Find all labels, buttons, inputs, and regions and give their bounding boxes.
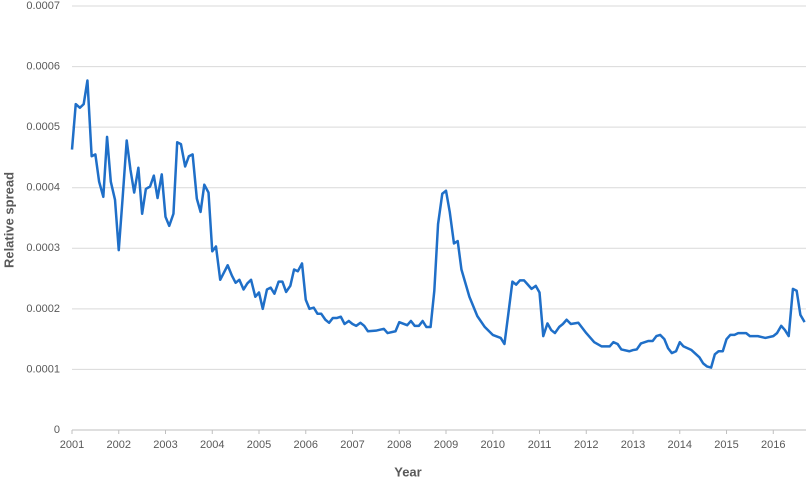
- data-line: [70, 79, 806, 369]
- y-tick-label: 0.0007: [26, 0, 60, 12]
- x-tick-label: 2005: [247, 439, 271, 451]
- y-tick-label: 0: [54, 424, 60, 436]
- y-tick-label: 0.0001: [26, 363, 60, 375]
- x-tick-label: 2004: [200, 439, 224, 451]
- y-tick-label: 0.0005: [26, 121, 60, 133]
- x-tick-label: 2012: [574, 439, 598, 451]
- x-tick-label: 2016: [761, 439, 785, 451]
- x-tick-label: 2003: [153, 439, 177, 451]
- x-tick-label: 2007: [340, 439, 364, 451]
- x-tick-label: 2015: [714, 439, 738, 451]
- y-tick-label: 0.0002: [26, 303, 60, 315]
- y-tick-label: 0.0004: [26, 182, 60, 194]
- y-axis-title: Relative spread: [1, 172, 16, 268]
- x-tick-label: 2006: [294, 439, 318, 451]
- x-tick-label: 2010: [481, 439, 505, 451]
- y-tick-label: 0.0006: [26, 60, 60, 72]
- x-tick-label: 2002: [107, 439, 131, 451]
- x-tick-label: 2014: [668, 439, 692, 451]
- x-axis-title: Year: [394, 464, 421, 479]
- y-tick-label: 0.0003: [26, 242, 60, 254]
- x-tick-label: 2011: [528, 439, 552, 451]
- x-tick-label: 2001: [60, 439, 84, 451]
- x-tick-label: 2008: [387, 439, 411, 451]
- x-tick-label: 2009: [434, 439, 458, 451]
- x-tick-label: 2013: [621, 439, 645, 451]
